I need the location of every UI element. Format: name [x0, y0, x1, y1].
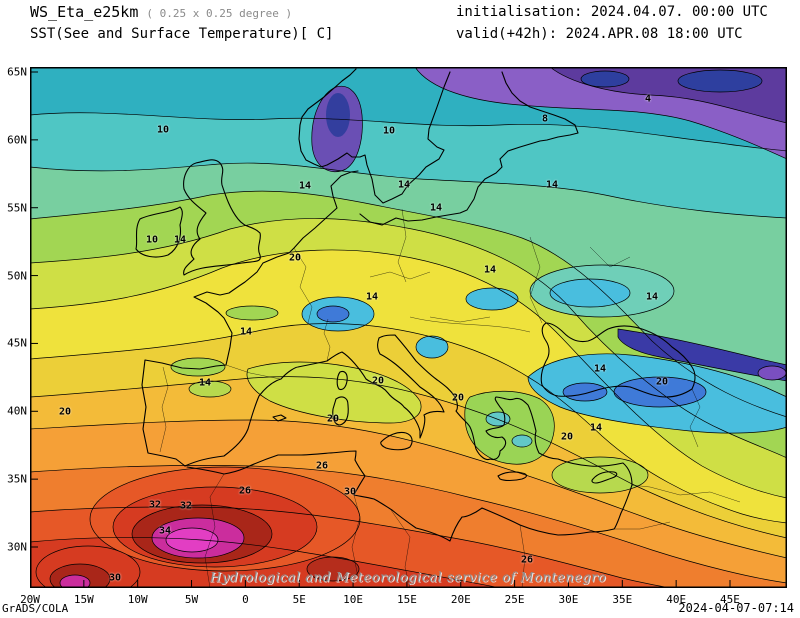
- y-axis: 65N 60N 55N 50N 45N 40N 35N 30N: [0, 0, 27, 618]
- x-tick-label: 35E: [612, 593, 633, 606]
- model-resolution: ( 0.25 x 0.25 degree ): [146, 7, 293, 20]
- map-canvas: [30, 67, 787, 588]
- y-tick-label: 55N: [7, 201, 27, 215]
- cold-overlays: [170, 67, 787, 434]
- x-tick-label: 20E: [450, 593, 471, 606]
- y-tick-label: 65N: [7, 65, 27, 79]
- watermark: Hydrological and Meteorological service …: [209, 570, 607, 586]
- x-tick-label: 15W: [73, 593, 94, 606]
- x-tick-label: 25E: [504, 593, 525, 606]
- model-name: WS_Eta_e25km: [30, 3, 139, 21]
- valid-time: valid(+42h): 2024.APR.08 18:00 UTC: [456, 26, 743, 42]
- coastlines: [135, 68, 696, 542]
- map-area: [30, 67, 787, 588]
- grads-credit: GrADS/COLA: [2, 602, 69, 615]
- y-tick-label: 40N: [7, 404, 27, 418]
- country-borders: [159, 208, 741, 588]
- y-tick-label: 45N: [7, 336, 27, 350]
- y-tick-label: 50N: [7, 269, 27, 283]
- x-tick-label: 5W: [184, 593, 199, 606]
- creation-timestamp: 2024-04-07-07:14: [678, 601, 794, 615]
- x-tick-label: 10W: [127, 593, 148, 606]
- init-time: initialisation: 2024.04.07. 00:00 UTC: [456, 4, 768, 20]
- sea-temperature-patches: [246, 361, 649, 494]
- y-tick-label: 30N: [7, 540, 27, 554]
- x-tick-label: 0: [242, 593, 249, 606]
- x-tick-label: 15E: [396, 593, 417, 606]
- y-tick-label: 35N: [7, 472, 27, 486]
- contour-lines: [30, 112, 787, 588]
- map-frame: [30, 67, 787, 588]
- x-tick-label: 10E: [343, 593, 363, 606]
- x-tick-label: 30E: [558, 593, 579, 606]
- variable-title: SST(See and Surface Temperature)[ C]: [30, 26, 334, 42]
- header-title: WS_Eta_e25km ( 0.25 x 0.25 degree ): [30, 3, 292, 21]
- x-tick-label: 5E: [292, 593, 306, 606]
- y-tick-label: 60N: [7, 133, 27, 147]
